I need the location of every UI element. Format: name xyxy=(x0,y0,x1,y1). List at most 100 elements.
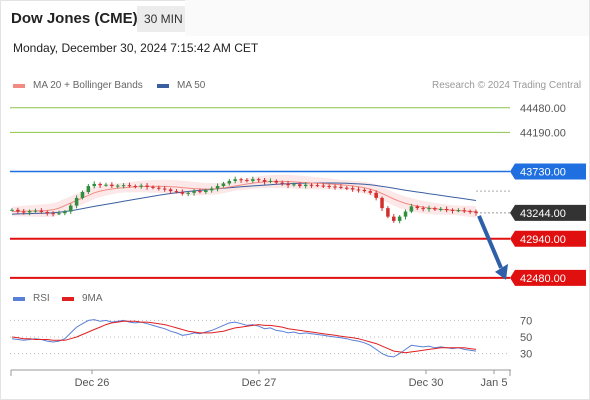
candle-body xyxy=(10,209,14,211)
level-label-42940.00: 42940.00 xyxy=(510,230,586,247)
level-label-44480.00: 44480.00 xyxy=(520,103,566,115)
candle xyxy=(21,208,26,215)
candle xyxy=(392,214,396,223)
candle-body xyxy=(403,211,408,217)
candle xyxy=(110,182,114,188)
candle-body xyxy=(133,186,138,188)
candle-body xyxy=(380,197,384,209)
x-tick-label: Jan 5 xyxy=(481,377,508,389)
candle xyxy=(133,184,138,189)
candle-body xyxy=(145,185,149,187)
candle xyxy=(327,184,331,189)
candle-body xyxy=(421,208,425,210)
candle-body xyxy=(121,185,126,187)
ma50-label: MA 50 xyxy=(177,80,206,91)
ma20-label: MA 20 + Bollinger Bands xyxy=(33,80,143,91)
candle xyxy=(233,176,237,184)
candle xyxy=(450,208,455,214)
candle-body xyxy=(450,209,455,211)
candle-body xyxy=(462,210,467,212)
candle xyxy=(268,178,273,184)
rsi-tick-label: 50 xyxy=(520,332,532,344)
x-tick-label: Dec 26 xyxy=(75,377,110,389)
candle xyxy=(245,178,249,183)
candle xyxy=(309,183,314,188)
candle xyxy=(198,188,202,194)
candle-body xyxy=(245,180,249,182)
candle xyxy=(339,184,343,190)
candle xyxy=(180,189,185,196)
candle xyxy=(63,210,67,216)
candle-body xyxy=(33,210,38,212)
candle-body xyxy=(397,216,402,221)
candle-body xyxy=(27,211,32,213)
candle xyxy=(239,177,243,183)
candle xyxy=(162,186,167,192)
timestamp: Monday, December 30, 2024 7:15:42 AM CET xyxy=(13,41,259,55)
candle xyxy=(403,209,408,220)
candle-body xyxy=(356,189,361,191)
candle xyxy=(215,183,220,192)
candle xyxy=(368,189,373,195)
candle-body xyxy=(139,185,143,187)
candle xyxy=(51,211,55,217)
candle xyxy=(280,180,284,186)
candle-body xyxy=(162,188,167,190)
rsi-tick-label: 30 xyxy=(520,349,532,361)
level-tag xyxy=(510,163,586,180)
candle-body xyxy=(174,191,179,193)
header-toolbar-area xyxy=(185,0,589,36)
candle-body xyxy=(315,185,320,187)
legend-9ma[interactable]: 9MA xyxy=(62,293,103,304)
candle-body xyxy=(115,185,120,187)
candle xyxy=(333,184,337,190)
rsi-tick-label: 70 xyxy=(520,315,532,327)
candle-body xyxy=(309,184,314,186)
candle xyxy=(468,209,472,214)
candle-body xyxy=(192,191,196,193)
rsi-label: RSI xyxy=(33,293,50,304)
candle-body xyxy=(110,184,114,187)
candle-body xyxy=(127,185,132,187)
level-tag xyxy=(510,204,586,221)
candle-body xyxy=(68,205,73,212)
legend-rsi[interactable]: RSI xyxy=(13,293,50,304)
candle-body xyxy=(268,180,273,182)
legend-ma20[interactable]: MA 20 + Bollinger Bands xyxy=(13,80,143,91)
candle-body xyxy=(327,186,331,188)
candle-body xyxy=(333,186,337,188)
candle xyxy=(345,186,349,191)
level-value: 44480.00 xyxy=(520,103,566,115)
level-label-42480.00: 42480.00 xyxy=(510,269,586,286)
candle xyxy=(98,182,102,188)
ma20-swatch xyxy=(13,83,25,88)
candle xyxy=(121,183,126,189)
candle-body xyxy=(57,213,61,215)
candle-body xyxy=(221,183,226,187)
candle xyxy=(127,182,132,188)
candle xyxy=(80,190,85,200)
candle xyxy=(151,185,155,190)
candle-body xyxy=(256,179,261,181)
legend-ma50[interactable]: MA 50 xyxy=(157,80,205,91)
level-value: 43730.00 xyxy=(520,167,566,179)
interval-button[interactable]: 30 MIN xyxy=(137,6,190,32)
level-tag xyxy=(510,269,586,286)
ma9-label: 9MA xyxy=(82,293,103,304)
candle-body xyxy=(51,213,55,215)
candle-body xyxy=(468,211,472,213)
candle-body xyxy=(39,210,44,212)
candle-body xyxy=(339,186,343,188)
candle xyxy=(321,183,326,188)
ma20-line xyxy=(11,180,477,213)
candle-body xyxy=(433,208,437,210)
level-value: 43244.00 xyxy=(520,208,566,220)
instrument-title: Dow Jones (CME) xyxy=(11,10,138,27)
candle xyxy=(303,182,308,189)
candle-body xyxy=(80,191,85,198)
candle-body xyxy=(374,192,378,198)
ma9-swatch xyxy=(62,296,74,301)
candle-body xyxy=(209,188,214,191)
ma50-line xyxy=(11,182,477,215)
